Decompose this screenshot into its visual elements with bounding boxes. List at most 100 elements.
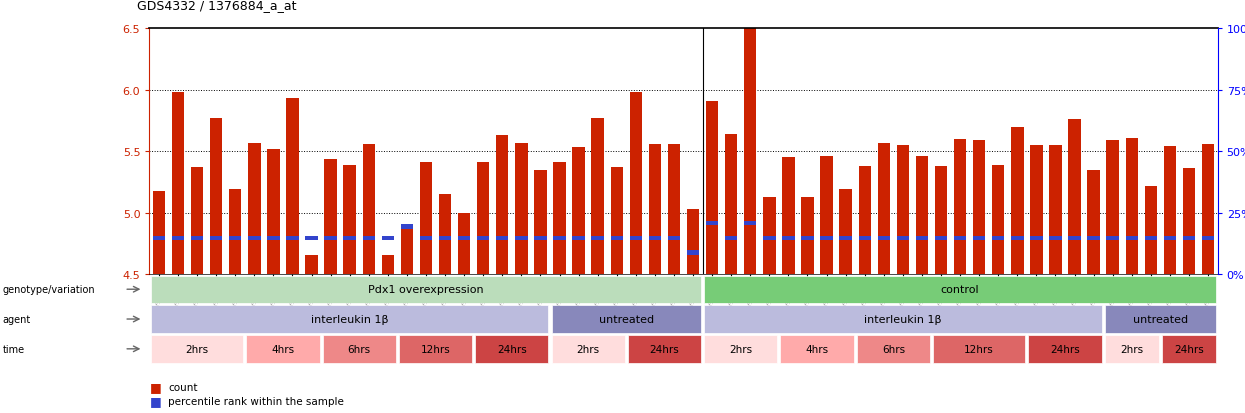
Bar bbox=[515, 236, 528, 240]
Bar bbox=[268, 150, 280, 275]
Bar bbox=[916, 157, 928, 275]
Bar bbox=[322, 335, 396, 363]
Bar bbox=[649, 145, 661, 275]
Bar bbox=[305, 255, 317, 275]
Text: Pdx1 overexpression: Pdx1 overexpression bbox=[369, 285, 484, 294]
Bar bbox=[896, 146, 909, 275]
Bar bbox=[458, 236, 471, 240]
Bar bbox=[172, 236, 184, 240]
Bar bbox=[382, 236, 393, 240]
Text: control: control bbox=[941, 285, 980, 294]
Text: 4hrs: 4hrs bbox=[271, 344, 295, 354]
Bar bbox=[630, 93, 642, 275]
Bar bbox=[1011, 236, 1023, 240]
Bar bbox=[954, 140, 966, 275]
Bar bbox=[859, 166, 872, 275]
Bar bbox=[935, 166, 947, 275]
Bar bbox=[857, 335, 930, 363]
Text: interleukin 1β: interleukin 1β bbox=[311, 314, 388, 324]
Bar bbox=[802, 197, 814, 275]
Bar bbox=[705, 306, 1102, 333]
Text: agent: agent bbox=[2, 314, 31, 324]
Bar bbox=[1030, 236, 1042, 240]
Bar bbox=[151, 276, 701, 303]
Bar bbox=[992, 236, 1005, 240]
Bar bbox=[210, 236, 223, 240]
Bar bbox=[344, 236, 356, 240]
Bar bbox=[1107, 236, 1119, 240]
Bar bbox=[610, 236, 622, 240]
Bar bbox=[248, 143, 260, 275]
Bar bbox=[325, 236, 337, 240]
Bar bbox=[687, 209, 700, 275]
Bar bbox=[705, 335, 777, 363]
Bar bbox=[745, 23, 757, 275]
Bar bbox=[534, 236, 547, 240]
Bar bbox=[782, 236, 794, 240]
Bar bbox=[706, 102, 718, 275]
Bar bbox=[1050, 146, 1062, 275]
Bar bbox=[839, 190, 852, 275]
Text: 12hrs: 12hrs bbox=[421, 344, 451, 354]
Text: 4hrs: 4hrs bbox=[806, 344, 829, 354]
Bar bbox=[1104, 306, 1216, 333]
Bar bbox=[667, 236, 680, 240]
Bar bbox=[859, 236, 872, 240]
Text: genotype/variation: genotype/variation bbox=[2, 285, 95, 294]
Bar bbox=[286, 99, 299, 275]
Bar bbox=[1164, 147, 1177, 275]
Bar bbox=[1144, 186, 1157, 275]
Bar bbox=[153, 191, 166, 275]
Bar bbox=[401, 229, 413, 275]
Bar bbox=[1162, 335, 1216, 363]
Bar bbox=[534, 170, 547, 275]
Text: 24hrs: 24hrs bbox=[650, 344, 680, 354]
Bar bbox=[229, 236, 242, 240]
Text: untreated: untreated bbox=[1133, 314, 1188, 324]
Text: 2hrs: 2hrs bbox=[186, 344, 209, 354]
Bar bbox=[362, 145, 375, 275]
Bar bbox=[552, 306, 701, 333]
Bar bbox=[1087, 170, 1099, 275]
Text: 24hrs: 24hrs bbox=[497, 344, 527, 354]
Bar bbox=[151, 335, 243, 363]
Bar bbox=[591, 236, 604, 240]
Bar bbox=[573, 236, 585, 240]
Bar bbox=[706, 221, 718, 225]
Bar bbox=[1183, 169, 1195, 275]
Bar bbox=[153, 236, 166, 240]
Text: 12hrs: 12hrs bbox=[965, 344, 994, 354]
Text: time: time bbox=[2, 344, 25, 354]
Text: 24hrs: 24hrs bbox=[1174, 344, 1204, 354]
Bar bbox=[1068, 236, 1081, 240]
Bar bbox=[935, 236, 947, 240]
Bar bbox=[627, 335, 701, 363]
Bar bbox=[344, 165, 356, 275]
Bar bbox=[248, 236, 260, 240]
Bar bbox=[398, 335, 472, 363]
Bar bbox=[477, 163, 489, 275]
Bar bbox=[1201, 145, 1214, 275]
Bar bbox=[992, 165, 1005, 275]
Bar bbox=[763, 236, 776, 240]
Bar bbox=[553, 163, 565, 275]
Bar bbox=[476, 335, 549, 363]
Bar bbox=[1104, 335, 1159, 363]
Bar bbox=[974, 236, 985, 240]
Bar bbox=[1068, 120, 1081, 275]
Bar bbox=[745, 221, 757, 225]
Bar bbox=[896, 236, 909, 240]
Bar bbox=[458, 213, 471, 275]
Bar bbox=[362, 236, 375, 240]
Bar bbox=[1011, 127, 1023, 275]
Bar bbox=[933, 335, 1026, 363]
Bar bbox=[496, 236, 508, 240]
Bar bbox=[1201, 236, 1214, 240]
Bar bbox=[190, 168, 203, 275]
Bar bbox=[420, 163, 432, 275]
Bar bbox=[401, 225, 413, 229]
Text: percentile rank within the sample: percentile rank within the sample bbox=[168, 396, 344, 406]
Bar bbox=[839, 236, 852, 240]
Bar bbox=[1087, 236, 1099, 240]
Bar bbox=[515, 143, 528, 275]
